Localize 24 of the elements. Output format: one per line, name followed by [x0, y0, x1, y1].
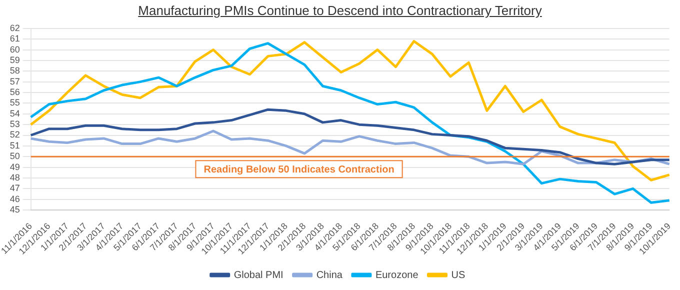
chart-title: Manufacturing PMIs Continue to Descend into Contractionary Territory — [137, 2, 543, 20]
y-tick-label: 58 — [10, 66, 20, 76]
legend-label: China — [316, 270, 343, 281]
y-tick-label: 59 — [10, 54, 20, 65]
y-tick-label: 56 — [10, 86, 20, 97]
y-tick-label: 49 — [10, 162, 20, 172]
legend-label: Global PMI — [234, 270, 284, 281]
y-tick-label: 57 — [10, 76, 20, 86]
y-tick-label: 50 — [10, 151, 20, 162]
legend-label: Eurozone — [375, 270, 419, 281]
y-tick-label: 62 — [10, 22, 20, 33]
y-tick-label: 47 — [10, 183, 20, 194]
ref-line-label: Reading Below 50 Indicates Contraction — [204, 164, 394, 176]
y-tick-label: 53 — [10, 119, 20, 130]
y-tick-label: 51 — [10, 140, 20, 150]
y-tick-label: 45 — [10, 204, 20, 215]
y-tick-label: 54 — [10, 108, 20, 118]
y-tick-label: 60 — [10, 44, 20, 54]
y-tick-label: 48 — [10, 172, 20, 182]
y-tick-label: 61 — [10, 34, 20, 44]
y-tick-label: 46 — [10, 194, 20, 204]
legend-label: US — [451, 270, 466, 281]
y-tick-label: 52 — [10, 130, 20, 140]
y-tick-label: 55 — [10, 98, 20, 108]
